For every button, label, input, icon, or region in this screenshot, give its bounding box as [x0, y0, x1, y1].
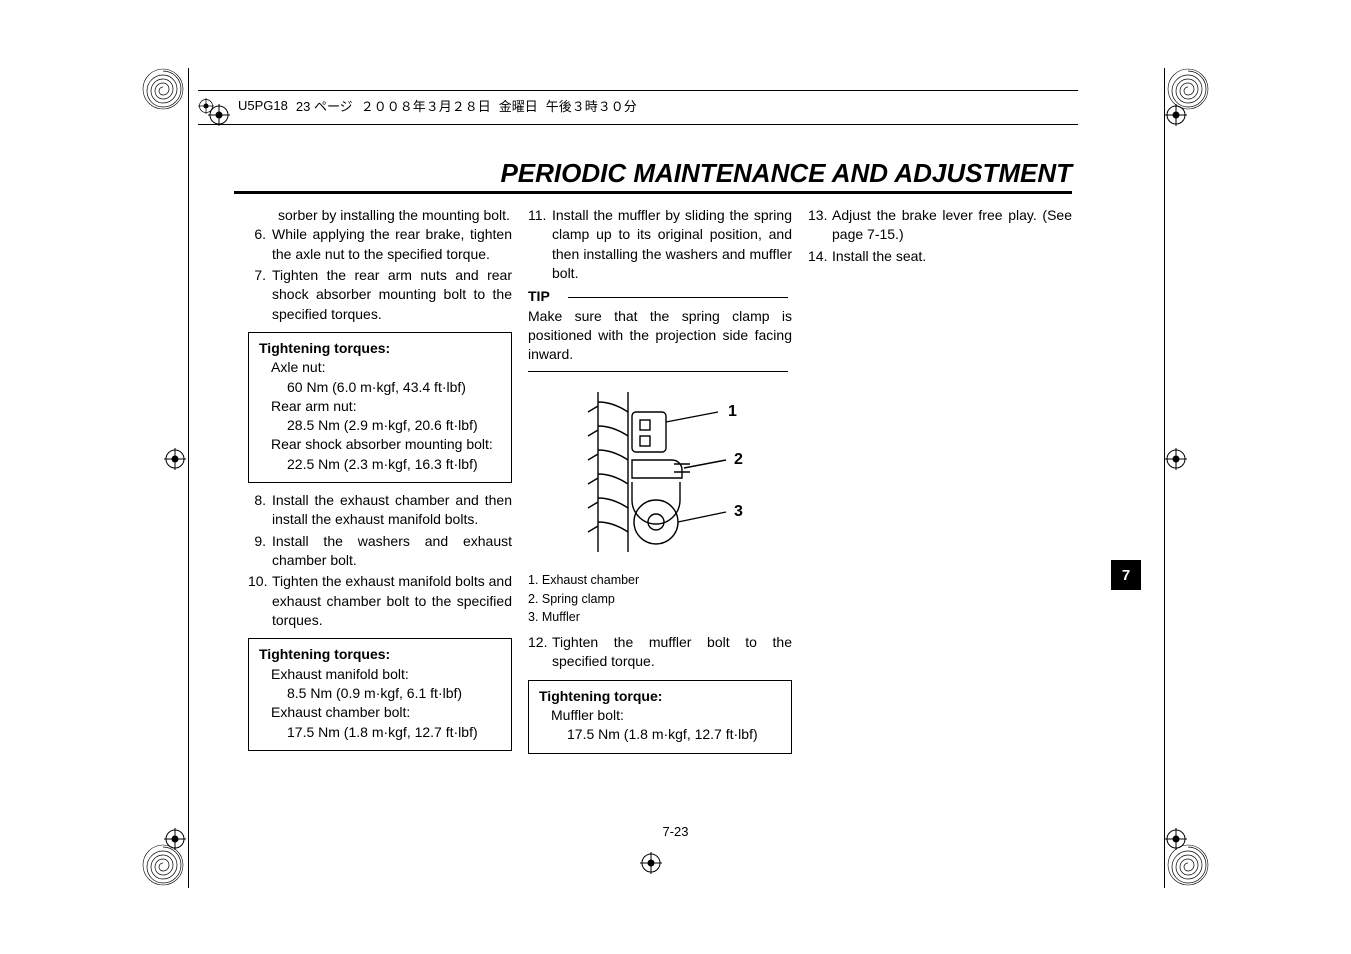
step-list: 11.Install the muffler by sliding the sp…: [528, 206, 792, 283]
column-1: sorber by installing the mounting bolt. …: [248, 206, 512, 762]
torque-item: Axle nut:: [259, 358, 501, 377]
tip-label: TIP: [528, 287, 564, 306]
torque-item: Rear shock absorber mounting bolt:: [259, 435, 501, 454]
torque-value: 60 Nm (6.0 m·kgf, 43.4 ft·lbf): [259, 378, 501, 397]
callout-2: 2: [734, 451, 743, 468]
step-item: 14.Install the seat.: [808, 247, 1072, 266]
print-header: U5PG18 23 ページ ２００８年３月２８日 金曜日 午後３時３０分: [198, 96, 1068, 115]
time-jp: 午後３時３０分: [546, 96, 637, 115]
torque-item: Exhaust manifold bolt:: [259, 665, 501, 684]
legend-item: 2. Spring clamp: [528, 590, 792, 609]
tip-header: TIP: [528, 287, 792, 306]
reg-cross-icon: [1165, 448, 1187, 470]
step-item: 10.Tighten the exhaust manifold bolts an…: [248, 572, 512, 630]
reg-cross-icon: [640, 852, 662, 874]
tip-text: Make sure that the spring clamp is posit…: [528, 307, 792, 365]
section-title: PERIODIC MAINTENANCE AND ADJUSTMENT: [234, 158, 1072, 194]
step-item: 12.Tighten the muffler bolt to the speci…: [528, 633, 792, 672]
date-jp: ２００８年３月２８日: [361, 96, 491, 115]
chapter-tab: 7: [1111, 560, 1141, 590]
torque-value: 17.5 Nm (1.8 m·kgf, 12.7 ft·lbf): [539, 725, 781, 744]
torque-heading: Tightening torque:: [539, 687, 781, 706]
reg-cross-icon: [1165, 104, 1187, 126]
step-item: 7.Tighten the rear arm nuts and rear sho…: [248, 266, 512, 324]
step-item: 8.Install the exhaust chamber and then i…: [248, 491, 512, 530]
callout-3: 3: [734, 503, 743, 520]
continuation-text: sorber by installing the mounting bolt.: [248, 206, 512, 225]
torque-box: Tightening torques: Axle nut: 60 Nm (6.0…: [248, 332, 512, 483]
step-list: 12.Tighten the muffler bolt to the speci…: [528, 633, 792, 672]
column-2: 11.Install the muffler by sliding the sp…: [528, 206, 792, 762]
step-list: 13.Adjust the brake lever free play. (Se…: [808, 206, 1072, 266]
callout-1: 1: [728, 403, 737, 420]
tip-rule: [528, 371, 788, 372]
step-item: 6.While applying the rear brake, tighten…: [248, 225, 512, 264]
page-number: 7-23: [0, 824, 1351, 839]
doc-id: U5PG18: [238, 98, 288, 113]
torque-value: 8.5 Nm (0.9 m·kgf, 6.1 ft·lbf): [259, 684, 501, 703]
torque-heading: Tightening torques:: [259, 339, 501, 358]
torque-item: Exhaust chamber bolt:: [259, 703, 501, 722]
step-list: 8.Install the exhaust chamber and then i…: [248, 491, 512, 630]
torque-item: Rear arm nut:: [259, 397, 501, 416]
weekday-jp: 金曜日: [499, 96, 538, 115]
step-list: 6.While applying the rear brake, tighten…: [248, 225, 512, 324]
torque-box: Tightening torque: Muffler bolt: 17.5 Nm…: [528, 680, 792, 754]
torque-value: 28.5 Nm (2.9 m·kgf, 20.6 ft·lbf): [259, 416, 501, 435]
torque-value: 17.5 Nm (1.8 m·kgf, 12.7 ft·lbf): [259, 723, 501, 742]
muffler-figure: 1 2 3: [528, 382, 792, 567]
step-item: 9.Install the washers and exhaust chambe…: [248, 532, 512, 571]
column-3: 13.Adjust the brake lever free play. (Se…: [808, 206, 1072, 762]
reg-corner-icon: [140, 66, 186, 112]
step-item: 13.Adjust the brake lever free play. (Se…: [808, 206, 1072, 245]
torque-value: 22.5 Nm (2.3 m·kgf, 16.3 ft·lbf): [259, 455, 501, 474]
torque-heading: Tightening torques:: [259, 645, 501, 664]
legend-item: 1. Exhaust chamber: [528, 571, 792, 590]
torque-box: Tightening torques: Exhaust manifold bol…: [248, 638, 512, 751]
reg-cross-icon: [198, 98, 214, 114]
legend-item: 3. Muffler: [528, 608, 792, 627]
figure-legend: 1. Exhaust chamber 2. Spring clamp 3. Mu…: [528, 571, 792, 627]
page-jp: 23 ページ: [296, 96, 353, 115]
reg-cross-icon: [164, 448, 186, 470]
step-item: 11.Install the muffler by sliding the sp…: [528, 206, 792, 283]
torque-item: Muffler bolt:: [539, 706, 781, 725]
